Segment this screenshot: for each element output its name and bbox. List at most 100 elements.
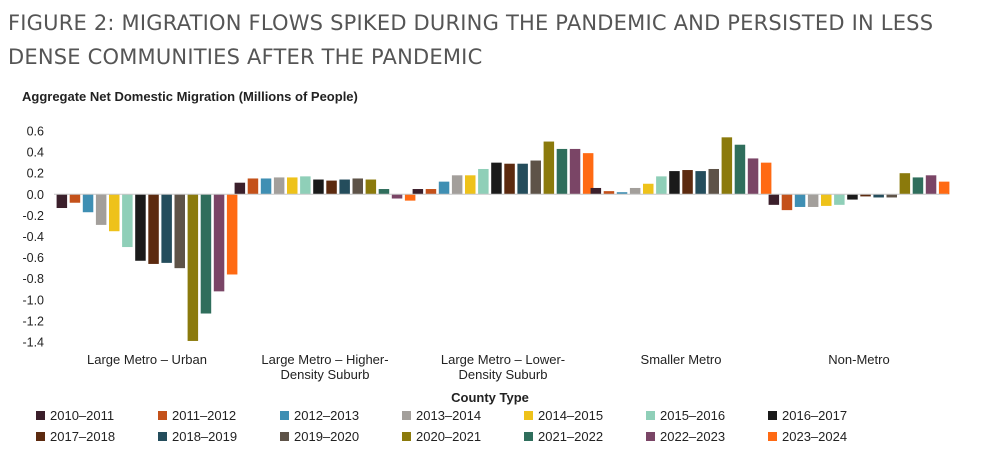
bar <box>187 194 199 341</box>
bar <box>122 194 133 248</box>
bar <box>109 194 120 232</box>
bar <box>313 179 324 195</box>
legend-swatch <box>768 411 777 420</box>
bar <box>95 194 107 225</box>
bar <box>821 194 832 206</box>
legend-item: 2021–2022 <box>524 429 603 444</box>
legend-item: 2014–2015 <box>524 408 603 423</box>
bar <box>412 189 424 195</box>
legend-label: 2023–2024 <box>782 429 847 444</box>
bars-group <box>56 137 950 341</box>
legend-label: 2018–2019 <box>172 429 237 444</box>
y-tick-label: 0.4 <box>27 146 44 160</box>
legend-swatch <box>158 432 167 441</box>
legend-swatch <box>402 432 411 441</box>
y-axis: 0.6 0.4 0.2 0.0 -0.2 -0.4 -0.6 -0.8 -1.0 -1.2 -1.4 <box>22 125 44 350</box>
bar <box>669 171 680 195</box>
bar <box>569 148 581 195</box>
y-tick-label: -0.2 <box>22 209 44 223</box>
bar <box>425 189 437 195</box>
bar <box>491 162 502 195</box>
bar <box>643 183 654 195</box>
legend-item: 2011–2012 <box>158 408 236 423</box>
x-axis-labels: Large Metro – Urban Large Metro – Higher-… <box>87 352 890 382</box>
bar <box>200 194 212 314</box>
x-category-label: Large Metro – Lower-Density Suburb <box>441 352 565 382</box>
bar <box>213 194 225 292</box>
legend-label: 2014–2015 <box>538 408 603 423</box>
legend-item: 2012–2013 <box>280 408 359 423</box>
legend-item: 2016–2017 <box>768 408 847 423</box>
bar <box>556 148 568 195</box>
legend-item: 2022–2023 <box>646 429 725 444</box>
bar <box>582 153 594 195</box>
bar <box>912 177 924 195</box>
bar <box>451 175 463 195</box>
legend-swatch <box>280 432 289 441</box>
bar <box>273 177 285 195</box>
x-axis-title: County Type <box>451 390 529 405</box>
bar <box>656 176 667 195</box>
bar <box>860 194 871 197</box>
bar <box>807 194 819 207</box>
bar <box>234 182 246 195</box>
chart-title: Aggregate Net Domestic Migration (Millio… <box>22 89 358 104</box>
bar <box>326 180 337 195</box>
bar <box>616 192 628 195</box>
legend-swatch <box>280 411 289 420</box>
legend-label: 2015–2016 <box>660 408 725 423</box>
legend-swatch <box>646 411 655 420</box>
bar <box>794 194 806 207</box>
legend-swatch <box>36 432 45 441</box>
bar <box>438 181 450 195</box>
bar <box>925 175 937 195</box>
bar <box>247 178 259 195</box>
bar <box>226 194 238 275</box>
legend-item: 2013–2014 <box>402 408 481 423</box>
bar <box>886 194 897 198</box>
legend-item: 2018–2019 <box>158 429 237 444</box>
bar <box>721 137 733 195</box>
bar <box>378 189 390 195</box>
y-tick-label: -1.2 <box>22 314 44 328</box>
bar <box>708 168 719 195</box>
legend-item: 2017–2018 <box>36 429 115 444</box>
legend-swatch <box>402 411 411 420</box>
bar <box>404 194 416 201</box>
bar <box>161 194 172 263</box>
legend-item: 2023–2024 <box>768 429 847 444</box>
bar <box>517 163 528 195</box>
y-tick-label: -0.8 <box>22 272 44 286</box>
y-tick-label: 0.0 <box>27 188 44 202</box>
legend-label: 2016–2017 <box>782 408 847 423</box>
x-category-label: Smaller Metro <box>641 352 722 367</box>
bar <box>781 194 793 211</box>
y-tick-label: -0.4 <box>22 230 44 244</box>
bar <box>530 160 541 195</box>
x-category-label: Large Metro – Urban <box>87 352 207 367</box>
legend-swatch <box>36 411 45 420</box>
bar <box>938 181 950 195</box>
bar <box>603 191 615 195</box>
bar <box>352 178 363 195</box>
legend-label: 2020–2021 <box>416 429 481 444</box>
legend-swatch <box>524 411 533 420</box>
legend-item: 2010–2011 <box>36 408 114 423</box>
bar <box>695 171 706 195</box>
legend-label: 2022–2023 <box>660 429 725 444</box>
bar <box>834 194 845 205</box>
legend-label: 2012–2013 <box>294 408 359 423</box>
legend-swatch <box>524 432 533 441</box>
bar <box>260 178 272 195</box>
bar <box>682 170 693 195</box>
bar <box>543 141 555 195</box>
bar <box>69 194 81 203</box>
y-tick-label: -1.0 <box>22 293 44 307</box>
y-tick-label: -0.6 <box>22 251 44 265</box>
x-category-label: Non-Metro <box>828 352 889 367</box>
bar <box>760 162 772 195</box>
bar <box>747 158 759 195</box>
bar <box>768 194 780 205</box>
legend-label: 2019–2020 <box>294 429 359 444</box>
bar <box>300 176 311 195</box>
